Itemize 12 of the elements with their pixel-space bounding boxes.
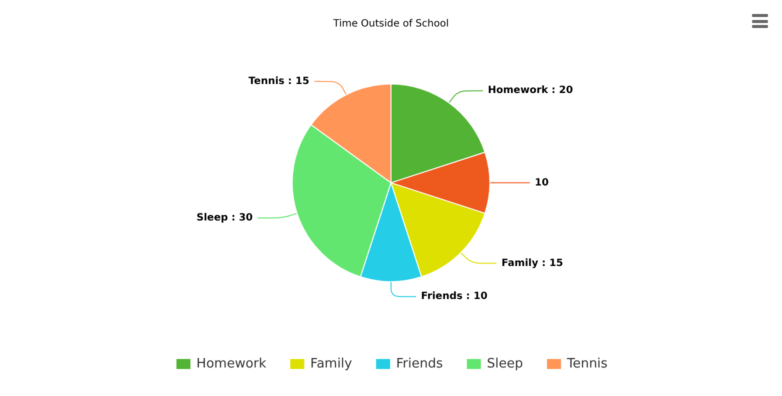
data-label: Family : 15 bbox=[501, 258, 564, 269]
legend-label: Friends bbox=[396, 356, 444, 372]
legend-label: Sleep bbox=[486, 356, 523, 372]
data-label: Sleep : 30 bbox=[196, 212, 253, 224]
legend-label: Family bbox=[310, 356, 352, 372]
chart-title: Time Outside of School bbox=[332, 18, 449, 30]
data-label: Tennis : 15 bbox=[248, 76, 310, 87]
legend-label: Homework bbox=[196, 356, 267, 372]
data-label: 10 bbox=[534, 177, 549, 188]
data-label: Friends : 10 bbox=[421, 291, 488, 302]
legend-label: Tennis bbox=[566, 356, 608, 372]
data-label: Homework : 20 bbox=[488, 85, 573, 96]
